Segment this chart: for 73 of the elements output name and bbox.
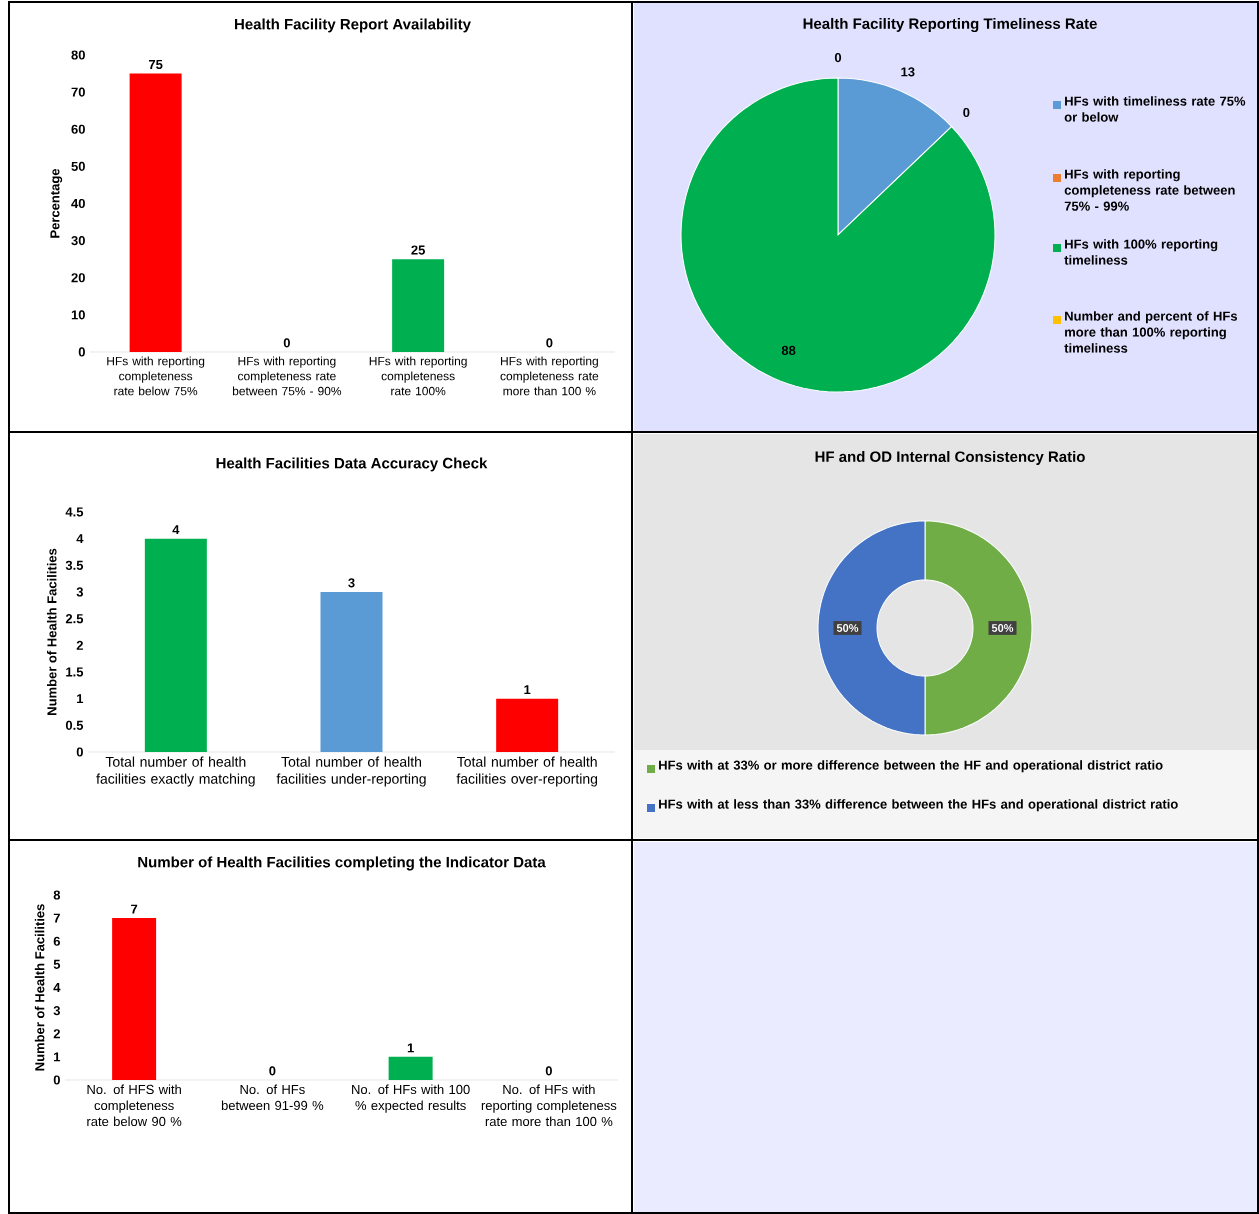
data-label: 1 [407, 1043, 414, 1053]
y-tick-label: 3 [76, 587, 83, 597]
data-label: 75 [148, 59, 163, 70]
data-label: 50% [991, 624, 1014, 632]
y-axis-title: Percentage [50, 168, 63, 238]
x-tick-label: No. of HFS with completeness rate below 90 % [87, 1084, 182, 1127]
text: 0 [834, 52, 842, 63]
y-tick-label: 8 [53, 890, 61, 900]
y-tick-label: 2 [53, 1029, 60, 1039]
data-label: 7 [131, 904, 138, 914]
y-axis-title: Number of Health Facilities [34, 904, 45, 1071]
text: 0 [963, 107, 970, 118]
legend-label: HFs with at less than 33% difference between the HFs and operational district ratio [659, 799, 1178, 812]
y-tick-label: 40 [71, 198, 85, 209]
data-label: 13 [901, 67, 915, 77]
y-tick-label: 2 [76, 640, 83, 650]
y-tick-label: 6 [53, 936, 60, 946]
legend-label: HFs with 100% reporting timeliness [1064, 239, 1218, 265]
x-tick-label: Total number of health facilities over-reporting [456, 756, 598, 787]
x-tick-label: No. of HFs with 100 % expected results [352, 1084, 470, 1113]
y-axis-title: Number of Health Facilities [46, 548, 57, 715]
data-label: 4 [172, 525, 180, 535]
data-label: 50% [836, 624, 859, 632]
chart-title: Health Facilities Data Accuracy Check [216, 457, 488, 472]
y-tick-label: 2.5 [65, 614, 84, 624]
y-tick-label: 80 [71, 50, 85, 60]
data-label: 88 [781, 345, 796, 356]
data-label: 3 [348, 578, 355, 588]
chart-title: Number of Health Facilities completing the Indicator Data [138, 856, 546, 871]
data-label: 1 [524, 685, 531, 695]
chart-title: Health Facility Report Availability [235, 18, 471, 33]
y-tick-label: 1 [77, 694, 84, 704]
data-label: 25 [411, 245, 425, 255]
y-tick-label: 1.5 [66, 667, 84, 677]
y-tick-label: 4 [76, 534, 84, 544]
chart-title: HF and OD Internal Consistency Ratio [815, 450, 1085, 465]
y-tick-label: 70 [71, 87, 85, 97]
x-tick-label: Total number of health facilities exactly matching [96, 756, 255, 787]
bar [144, 538, 207, 752]
y-tick-label: 4 [53, 983, 61, 992]
y-tick-label: 60 [71, 124, 85, 134]
legend-label: HFs with timeliness rate 75% or below [1064, 96, 1246, 122]
y-tick-label: 0.5 [65, 720, 84, 730]
y-tick-label: 10 [71, 310, 85, 320]
data-label: 0 [269, 1066, 276, 1076]
chart-title: Health Facility Reporting Timeliness Rate [803, 17, 1097, 33]
y-tick-label: 3.5 [65, 560, 84, 570]
y-tick-label: 0 [78, 347, 85, 357]
y-tick-label: 3 [53, 1005, 60, 1016]
x-tick-label: Total number of health facilities under-reporting [276, 756, 426, 787]
y-tick-label: 5 [53, 959, 61, 969]
y-tick-label: 7 [53, 913, 60, 923]
legend-label: HFs with reporting completeness rate between 75% - 99% [1064, 169, 1235, 211]
x-tick-label: No. of HFs with reporting completeness rate more than 100 % [481, 1084, 617, 1127]
bar [320, 591, 383, 752]
x-tick-label: HFs with reporting completeness rate 100% [369, 356, 467, 396]
y-tick-label: 30 [71, 235, 85, 246]
data-label: 0 [546, 338, 553, 348]
legend-label: HFs with at 33% or more difference between the HF and operational district ratio [659, 760, 1163, 773]
y-tick-label: 1 [54, 1052, 61, 1062]
x-tick-label: HFs with reporting completeness rate more than 100 % [500, 356, 599, 396]
y-tick-label: 20 [71, 273, 85, 283]
bar [496, 698, 559, 752]
y-tick-label: 4.5 [65, 507, 84, 517]
x-tick-label: HFs with reporting completeness rate between 75% - 90% [232, 356, 342, 396]
y-tick-label: 0 [53, 1075, 60, 1085]
x-tick-label: No. of HFs between 91-99 % [221, 1084, 324, 1111]
x-tick-label: HFs with reporting completeness rate below 75% [107, 356, 205, 396]
y-tick-label: 50 [71, 161, 85, 171]
y-tick-label: 0 [76, 747, 83, 757]
legend-label: Number and percent of HFs more than 100% reporting timeliness [1064, 311, 1238, 353]
data-label: 0 [545, 1066, 552, 1076]
data-label: 0 [283, 338, 290, 348]
